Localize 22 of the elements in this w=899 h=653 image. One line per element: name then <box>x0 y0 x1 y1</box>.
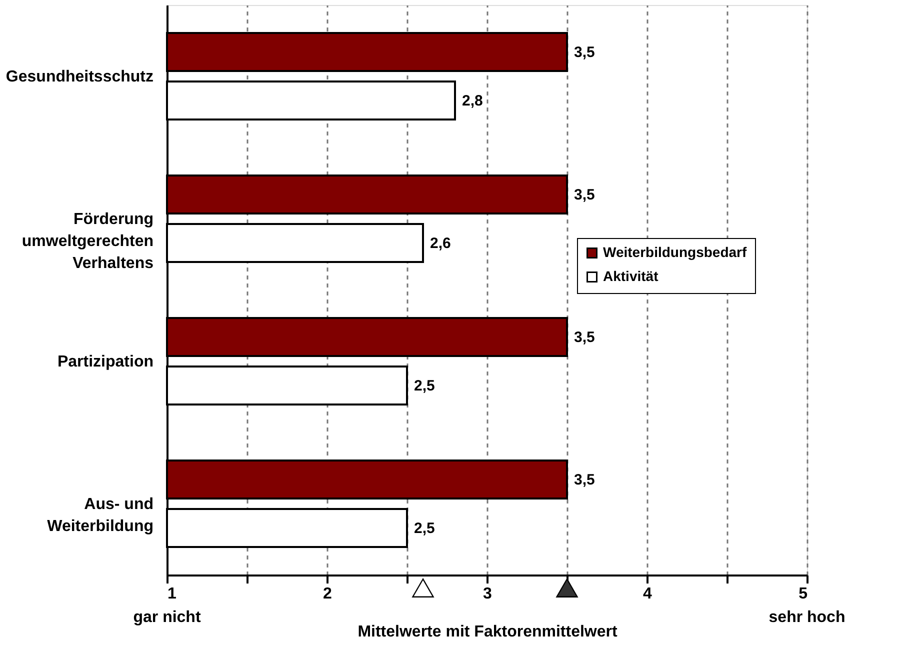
y-tick-label: Gesundheitsschutz <box>6 68 154 86</box>
data-label: 2,6 <box>430 234 451 252</box>
data-label: 2,5 <box>414 520 435 537</box>
y-tick-label: Partizipation <box>57 353 154 370</box>
y-tick-label: Aus- und Weiterbildung <box>47 496 154 535</box>
data-label: 3,5 <box>574 472 595 489</box>
data-label: 3,5 <box>574 186 595 204</box>
x-tick-label: 4 <box>643 586 652 602</box>
legend-label: Aktivität <box>603 268 659 284</box>
x-tick-label: 5 <box>798 586 808 602</box>
legend-label: Weiterbildungsbedarf <box>603 244 747 260</box>
x-tick-label: 3 <box>483 586 492 602</box>
text: gar nicht <box>133 609 202 626</box>
data-label: 2,8 <box>462 92 483 110</box>
y-tick-label: Förderung umweltgerechten Verhaltens <box>22 210 154 272</box>
x-tick-label: 1 <box>168 586 176 602</box>
data-label: 3,5 <box>574 44 595 62</box>
x-axis-title: Mittelwerte mit Faktorenmittelwert <box>358 624 618 640</box>
x-tick-label: 2 <box>323 586 332 602</box>
data-label: 3,5 <box>574 329 595 346</box>
text: sehr hoch <box>768 609 846 626</box>
data-label: 2,5 <box>414 377 435 394</box>
